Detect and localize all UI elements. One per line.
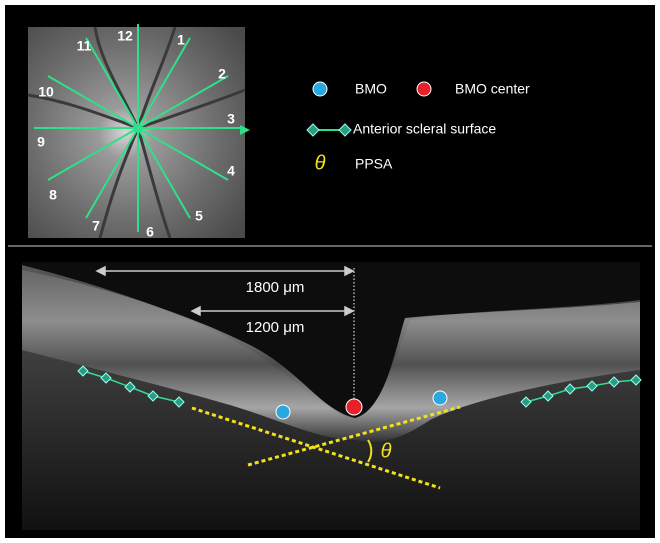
legend-label: BMO center (455, 81, 530, 97)
bmo-point (433, 391, 447, 405)
bmo-center-point (346, 399, 362, 415)
scan-number: 3 (227, 111, 235, 127)
legend-label: Anterior scleral surface (353, 121, 496, 137)
scan-number: 8 (49, 187, 57, 203)
legend-label: PPSA (355, 156, 393, 172)
scan-number: 6 (146, 224, 154, 240)
scan-number: 10 (38, 84, 54, 100)
measure-label: 1800 μm (246, 279, 305, 296)
scan-number: 2 (218, 66, 226, 82)
bmo-point (276, 405, 290, 419)
scan-number: 1 (177, 32, 185, 48)
scan-number: 9 (37, 134, 45, 150)
figure: 123456789101112 BMO BMO center Anterior … (0, 0, 660, 543)
scan-number: 7 (92, 218, 100, 234)
measure-label: 1200 μm (246, 319, 305, 336)
angle-label: θ (381, 440, 392, 462)
scan-number: 11 (77, 38, 92, 54)
bmo-center-icon (417, 82, 431, 96)
legend-label: BMO (355, 81, 387, 97)
bmo-icon (313, 82, 327, 96)
scan-number: 12 (117, 28, 133, 44)
scan-number: 4 (227, 163, 235, 179)
legend-symbol: θ (315, 152, 326, 174)
scan-number: 5 (195, 208, 203, 224)
